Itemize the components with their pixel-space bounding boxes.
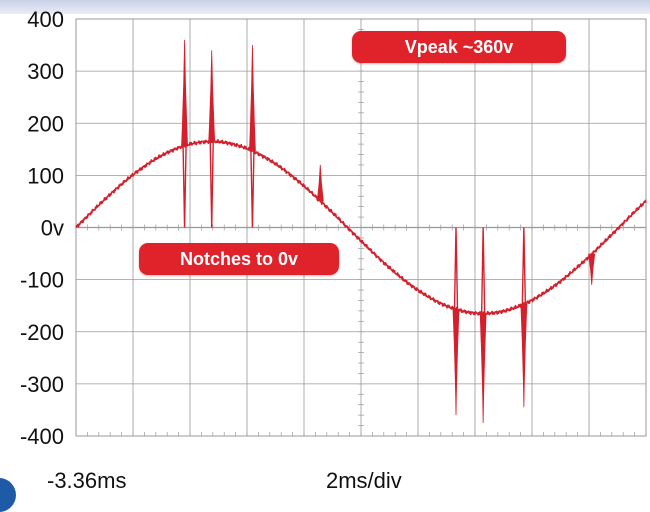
- y-tick-label: -400: [20, 424, 64, 449]
- spike-mark: [316, 164, 324, 202]
- notch-mark: [250, 150, 255, 228]
- y-tick-label: -100: [20, 268, 64, 293]
- spike-mark: [479, 313, 487, 423]
- voltage-trace: [75, 139, 647, 316]
- voltage-waveform-chart: 400 300 200 100 0v -100 -200 -300 -400: [20, 7, 647, 449]
- spike-mark: [588, 253, 596, 285]
- spike-mark: [181, 39, 188, 147]
- y-tick-label: 100: [27, 163, 64, 188]
- grid: [75, 18, 647, 437]
- spike-mark: [452, 308, 460, 416]
- spike-mark: [208, 50, 216, 142]
- notch-mark: [453, 227, 459, 310]
- vpeak-annotation: Vpeak ~360v: [352, 31, 566, 63]
- spike-mark: [249, 45, 256, 152]
- y-tick-label: 0v: [41, 216, 64, 241]
- y-tick-label: -200: [20, 320, 64, 345]
- notch-mark: [480, 227, 486, 314]
- transient-marks: [181, 39, 596, 423]
- y-tick-label: 400: [27, 7, 64, 32]
- notches-annotation: Notches to 0v: [139, 243, 339, 275]
- y-tick-label: 300: [27, 59, 64, 84]
- y-tick-label: -300: [20, 372, 64, 397]
- notch-mark: [209, 141, 214, 228]
- y-tick-label: 200: [27, 111, 64, 136]
- notch-mark: [521, 227, 527, 305]
- spike-mark: [520, 303, 528, 408]
- top-band: [0, 0, 650, 14]
- x-start-label: -3.36ms: [47, 468, 127, 493]
- y-tick-labels: 400 300 200 100 0v -100 -200 -300 -400: [20, 7, 64, 449]
- notch-mark: [182, 145, 187, 228]
- x-scale-label: 2ms/div: [326, 468, 402, 493]
